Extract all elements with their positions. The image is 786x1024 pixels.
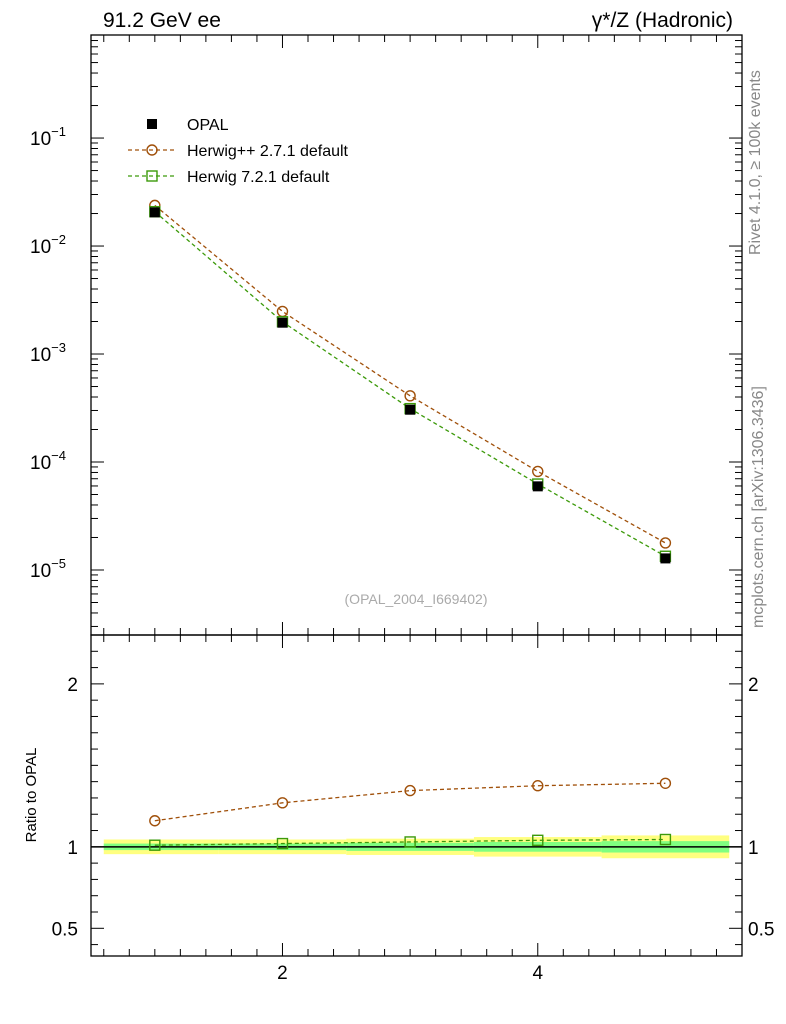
ratio-series-group — [149, 777, 672, 851]
ratio-point-herwig7-2 — [276, 837, 289, 850]
main-y-tick-exponent: −4 — [51, 448, 66, 463]
main-y-tick-exponent: −1 — [51, 124, 66, 139]
legend-marker-0 — [147, 119, 157, 129]
main-point-opal-3 — [405, 404, 416, 415]
main-point-opal-5 — [660, 553, 671, 564]
ratio-point-herwig7-1 — [149, 839, 161, 851]
main-y-tick-label: 10−2 — [30, 232, 66, 258]
process-title: γ*/Z (Hadronic) — [592, 9, 733, 32]
main-line-herwig7 — [154, 211, 666, 557]
energy-title: 91.2 GeV ee — [103, 9, 221, 32]
main-line-herwigpp — [154, 204, 666, 544]
ratio-line-herwigpp — [154, 782, 666, 822]
main-y-tick-exponent: −2 — [51, 232, 66, 247]
legend: OPAL Herwig++ 2.7.1 default Herwig 7.2.1 d… — [128, 117, 349, 186]
main-point-herwigpp-3 — [404, 390, 416, 402]
ratio-point-herwigpp-2 — [276, 797, 289, 809]
ratio-y-tick-label: 2 — [67, 675, 78, 696]
main-point-opal-2 — [277, 317, 288, 328]
axis-tick-labels: 10−1 10−2 10−3 10−4 10−5 2 4 2 2 1 1 0.5 0.5 — [30, 124, 774, 984]
main-point-herwigpp-5 — [659, 537, 672, 549]
main-y-tick-exponent: −3 — [51, 340, 66, 355]
ratio-y-axis-label: Ratio to OPAL — [23, 748, 40, 843]
ratio-y-tick-label-right: 0.5 — [748, 919, 774, 940]
ratio-point-herwig7-4 — [532, 834, 544, 847]
main-point-opal-4 — [532, 481, 543, 492]
ratio-point-herwig7-3 — [404, 836, 416, 848]
main-y-tick-label: 10−3 — [30, 340, 66, 366]
ratio-point-herwigpp-1 — [149, 815, 161, 827]
ratio-point-herwigpp-3 — [404, 784, 416, 797]
legend-label-opal: OPAL — [187, 117, 229, 134]
main-y-tick-label: 10−5 — [30, 556, 66, 582]
main-point-opal-1 — [149, 207, 160, 218]
main-point-herwigpp-4 — [532, 465, 544, 478]
x-tick-label: 4 — [532, 963, 543, 984]
legend-marker-2 — [146, 170, 158, 182]
legend-label-herwigpp: Herwig++ 2.7.1 default — [187, 143, 349, 160]
main-series-group — [149, 199, 672, 564]
main-point-herwigpp-2 — [276, 305, 289, 318]
main-y-tick-label: 10−4 — [30, 448, 66, 474]
rivet-label: Rivet 4.1.0, ≥ 100k events — [747, 70, 764, 255]
analysis-id-label: (OPAL_2004_I669402) — [345, 591, 488, 607]
ratio-y-tick-label: 0.5 — [52, 919, 78, 940]
ratio-y-tick-label-right: 1 — [748, 838, 759, 859]
source-label: mcplots.cern.ch [arXiv:1306.3436] — [750, 386, 767, 628]
axis-ticks — [91, 34, 742, 956]
x-tick-label: 2 — [277, 963, 288, 984]
ratio-line-herwig7 — [154, 838, 666, 846]
main-y-tick-exponent: −5 — [51, 556, 66, 571]
ratio-plot-frame — [90, 634, 743, 957]
ratio-point-herwigpp-4 — [532, 780, 544, 792]
main-y-tick-label: 10−1 — [30, 124, 66, 150]
ratio-point-herwigpp-5 — [659, 777, 672, 789]
legend-label-herwig7: Herwig 7.2.1 default — [187, 169, 330, 186]
legend-marker-1 — [146, 144, 158, 156]
ratio-y-tick-label: 1 — [67, 838, 78, 859]
ratio-y-tick-label-right: 2 — [748, 675, 759, 696]
ratio-point-herwig7-5 — [659, 833, 672, 846]
